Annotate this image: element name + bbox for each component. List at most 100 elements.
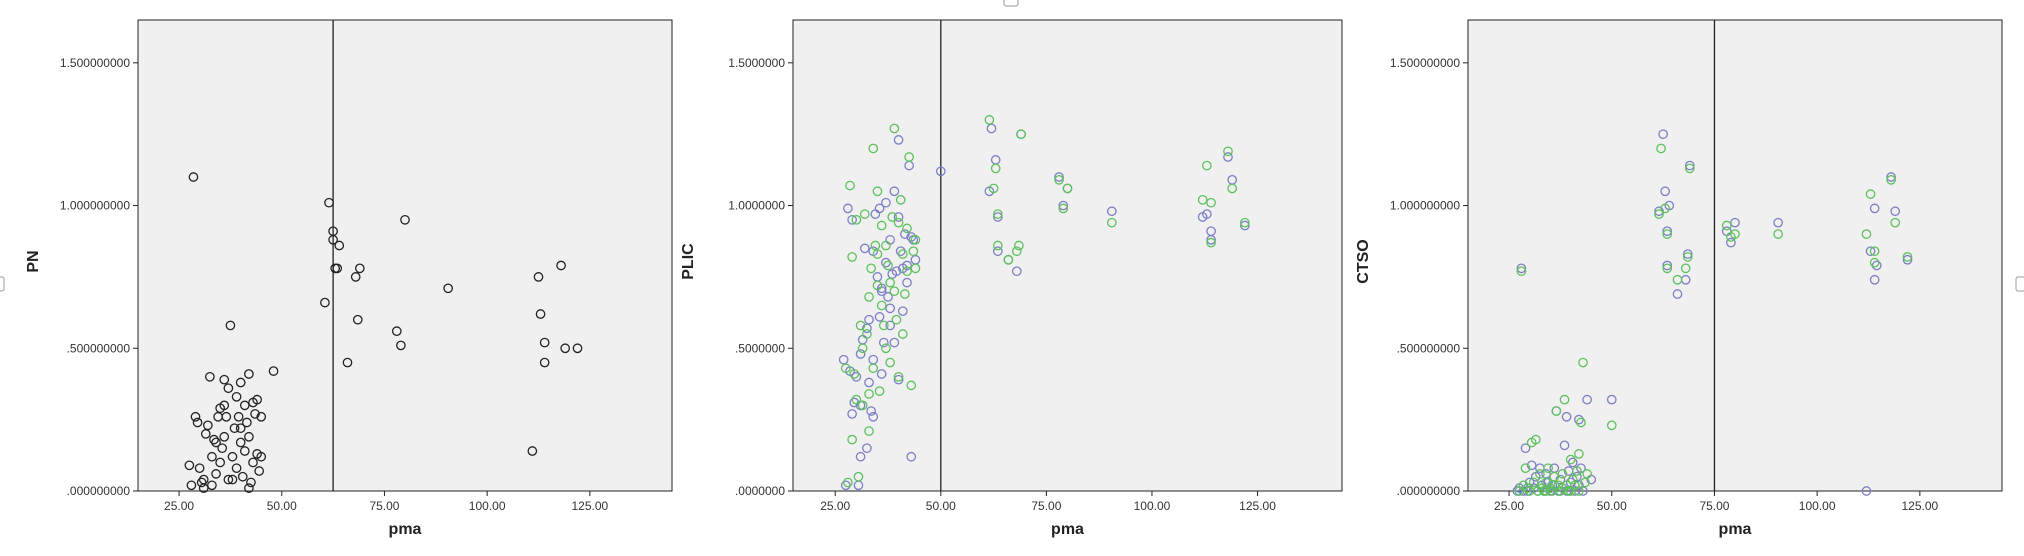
data-point (1773, 229, 1783, 239)
data-point (1662, 226, 1673, 237)
y-tick-label: .000000000 (1397, 484, 1461, 498)
data-point (910, 263, 921, 274)
data-point (342, 357, 353, 368)
data-point (855, 451, 866, 462)
data-point (334, 240, 345, 251)
x-tick-label: 25.00 (820, 499, 850, 513)
x-tick-label: 75.00 (1031, 499, 1061, 513)
y-tick-label: .5000000 (735, 341, 785, 355)
data-point (391, 326, 402, 336)
data-point (268, 366, 279, 376)
data-point (188, 172, 199, 182)
data-point (1516, 266, 1527, 277)
x-tick-label: 125.00 (1901, 499, 1938, 513)
data-point (874, 312, 885, 322)
data-point (893, 371, 904, 382)
data-point (843, 203, 853, 214)
data-point (215, 457, 226, 468)
data-point (223, 383, 234, 394)
y-tick-label: .500000000 (1397, 341, 1461, 355)
data-point (881, 240, 891, 251)
data-point (876, 220, 887, 231)
data-point (1240, 220, 1250, 231)
data-point (1576, 417, 1586, 428)
data-point (1003, 254, 1014, 265)
data-point (1223, 152, 1233, 162)
data-point (231, 391, 242, 402)
data-point (1551, 406, 1562, 416)
y-tick-label: 1.500000000 (1390, 56, 1460, 70)
data-point (227, 474, 238, 485)
data-point (242, 417, 252, 428)
data-point (1223, 146, 1233, 157)
data-point (219, 400, 230, 411)
data-point (864, 389, 874, 399)
data-point (1197, 194, 1208, 205)
scatter-panel-ctso: .000000000 .500000000 1.000000000 1.5000000… (1355, 19, 2003, 538)
top-resize-handle[interactable] (1003, 0, 1019, 7)
data-point (1567, 474, 1578, 485)
data-point (1014, 240, 1024, 251)
data-point (906, 380, 917, 391)
data-point (857, 400, 868, 411)
data-point (400, 214, 410, 225)
data-point (194, 463, 205, 474)
data-point (211, 437, 221, 448)
plot-area (1467, 19, 2003, 492)
data-point (893, 135, 904, 145)
y-tick-label: .000000000 (67, 484, 131, 498)
data-point (1721, 220, 1732, 231)
data-point (1541, 486, 1551, 496)
data-point (885, 320, 895, 331)
data-point (1557, 469, 1568, 479)
data-point (1062, 183, 1073, 194)
data-point (868, 411, 879, 422)
data-point (851, 371, 862, 382)
data-point (235, 423, 246, 434)
data-point (1662, 260, 1673, 271)
data-point (1054, 172, 1064, 182)
data-point (1559, 394, 1570, 405)
data-point (847, 434, 857, 445)
data-point (868, 363, 879, 374)
data-point (1574, 414, 1584, 425)
data-point (1656, 143, 1666, 154)
data-point (895, 246, 906, 257)
data-point (847, 252, 857, 262)
data-point (328, 234, 338, 245)
data-point (840, 363, 851, 374)
data-point (1543, 463, 1553, 474)
data-point (1886, 172, 1896, 182)
data-point (1549, 480, 1560, 491)
data-point (1561, 411, 1572, 422)
data-point (1861, 229, 1872, 239)
data-point (1202, 209, 1212, 219)
series-1 (184, 172, 583, 493)
data-point (883, 260, 893, 271)
data-point (1890, 206, 1901, 217)
x-tick-label: 50.00 (926, 499, 956, 513)
data-point (889, 337, 900, 348)
left-resize-handle[interactable] (0, 276, 5, 292)
data-point (229, 423, 240, 434)
y-tick-label: 1.0000000 (728, 199, 785, 213)
data-point (872, 186, 883, 197)
data-point (849, 397, 860, 408)
right-resize-handle[interactable] (2015, 276, 2024, 292)
data-point (859, 209, 870, 219)
series-2 (1514, 143, 1913, 496)
data-point (864, 426, 874, 436)
data-point (1660, 203, 1671, 214)
data-point (1658, 129, 1668, 140)
data-point (847, 409, 857, 419)
data-point (252, 394, 262, 405)
data-point (211, 469, 221, 479)
data-point (847, 214, 857, 225)
data-point (881, 343, 891, 354)
data-point (840, 480, 851, 491)
y-tick-label: 1.500000000 (60, 56, 130, 70)
data-point (900, 289, 910, 299)
data-point (1227, 183, 1238, 194)
y-tick-label: 1.000000000 (60, 199, 130, 213)
data-point (1606, 420, 1617, 431)
